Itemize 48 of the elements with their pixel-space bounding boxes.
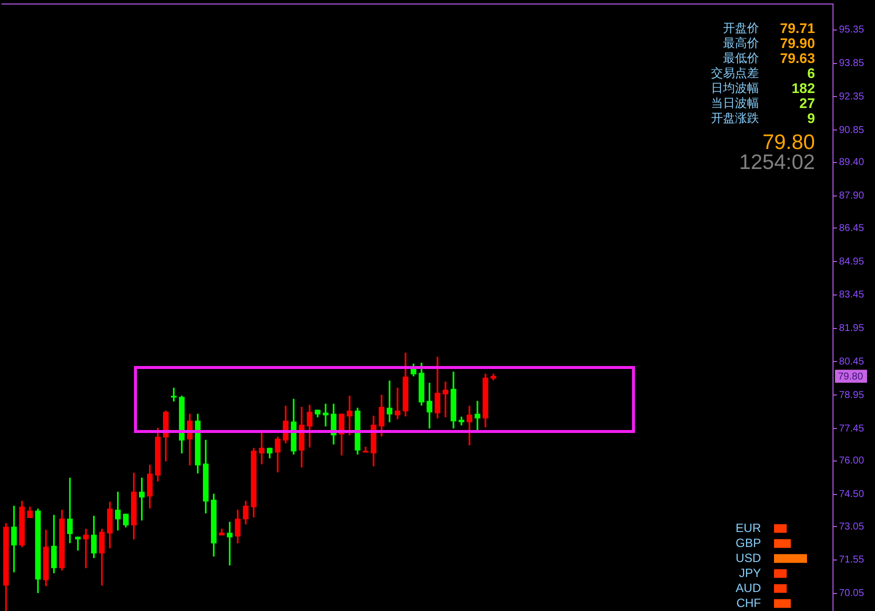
y-tick-label: AUD (736, 580, 762, 595)
annotation: 最低价 (722, 51, 759, 66)
candlestick (394, 388, 400, 420)
y-tick-label: JPY (738, 566, 761, 580)
y-tick-label: 93.85 (839, 58, 864, 69)
y-tick-label: 78.95 (839, 390, 864, 401)
candlestick (442, 382, 448, 418)
y-tick-label: CHF (736, 596, 761, 610)
annotation: 27 (798, 95, 815, 111)
y-tick-label: 80.45 (839, 356, 864, 368)
annotation: 最高价 (722, 36, 759, 51)
y-tick-label: EUR (736, 520, 762, 535)
candlestick (362, 446, 368, 453)
annotation: 79.90 (778, 35, 815, 51)
y-tick-label: GBP (736, 536, 761, 550)
candlestick (426, 382, 432, 428)
candlestick (466, 406, 472, 446)
y-tick-label: USD (736, 550, 762, 565)
y-tick-label: 90.85 (839, 124, 864, 136)
annotation: 交易点差 (711, 66, 759, 81)
annotation: 开盘涨跌 (711, 111, 759, 126)
y-tick-label: 76.00 (839, 456, 864, 467)
candlestick (474, 400, 480, 430)
y-tick-label: 70.05 (839, 588, 864, 600)
annotation: 79.71 (778, 20, 815, 36)
y-tick-label: 89.40 (839, 157, 864, 168)
annotation: 9 (806, 110, 815, 126)
annotation: 1254:02 (738, 151, 815, 174)
y-tick-label: 71.55 (839, 554, 864, 566)
annotation: 当日波幅 (711, 96, 759, 111)
annotation: 79.80 (838, 371, 864, 382)
annotation: 79.80 (761, 131, 815, 154)
annotation: 79.63 (778, 50, 815, 66)
candlestick (386, 380, 392, 422)
y-tick-label: 95.35 (839, 24, 864, 36)
y-tick-label: 86.45 (839, 222, 864, 234)
annotation: 开盘价 (722, 21, 759, 36)
annotation: 6 (806, 65, 815, 81)
y-tick-label: 77.45 (839, 423, 864, 434)
y-tick-label: 74.50 (839, 489, 864, 500)
annotation: 182 (790, 80, 815, 96)
y-tick-label: 87.90 (839, 190, 864, 202)
y-tick-label: 73.05 (839, 521, 864, 532)
annotation: 日均波幅 (711, 81, 759, 96)
y-tick-label: 92.35 (839, 91, 864, 102)
y-tick-label: 83.45 (839, 290, 864, 301)
y-tick-label: 84.95 (839, 256, 864, 268)
y-tick-label: 81.95 (839, 323, 864, 334)
